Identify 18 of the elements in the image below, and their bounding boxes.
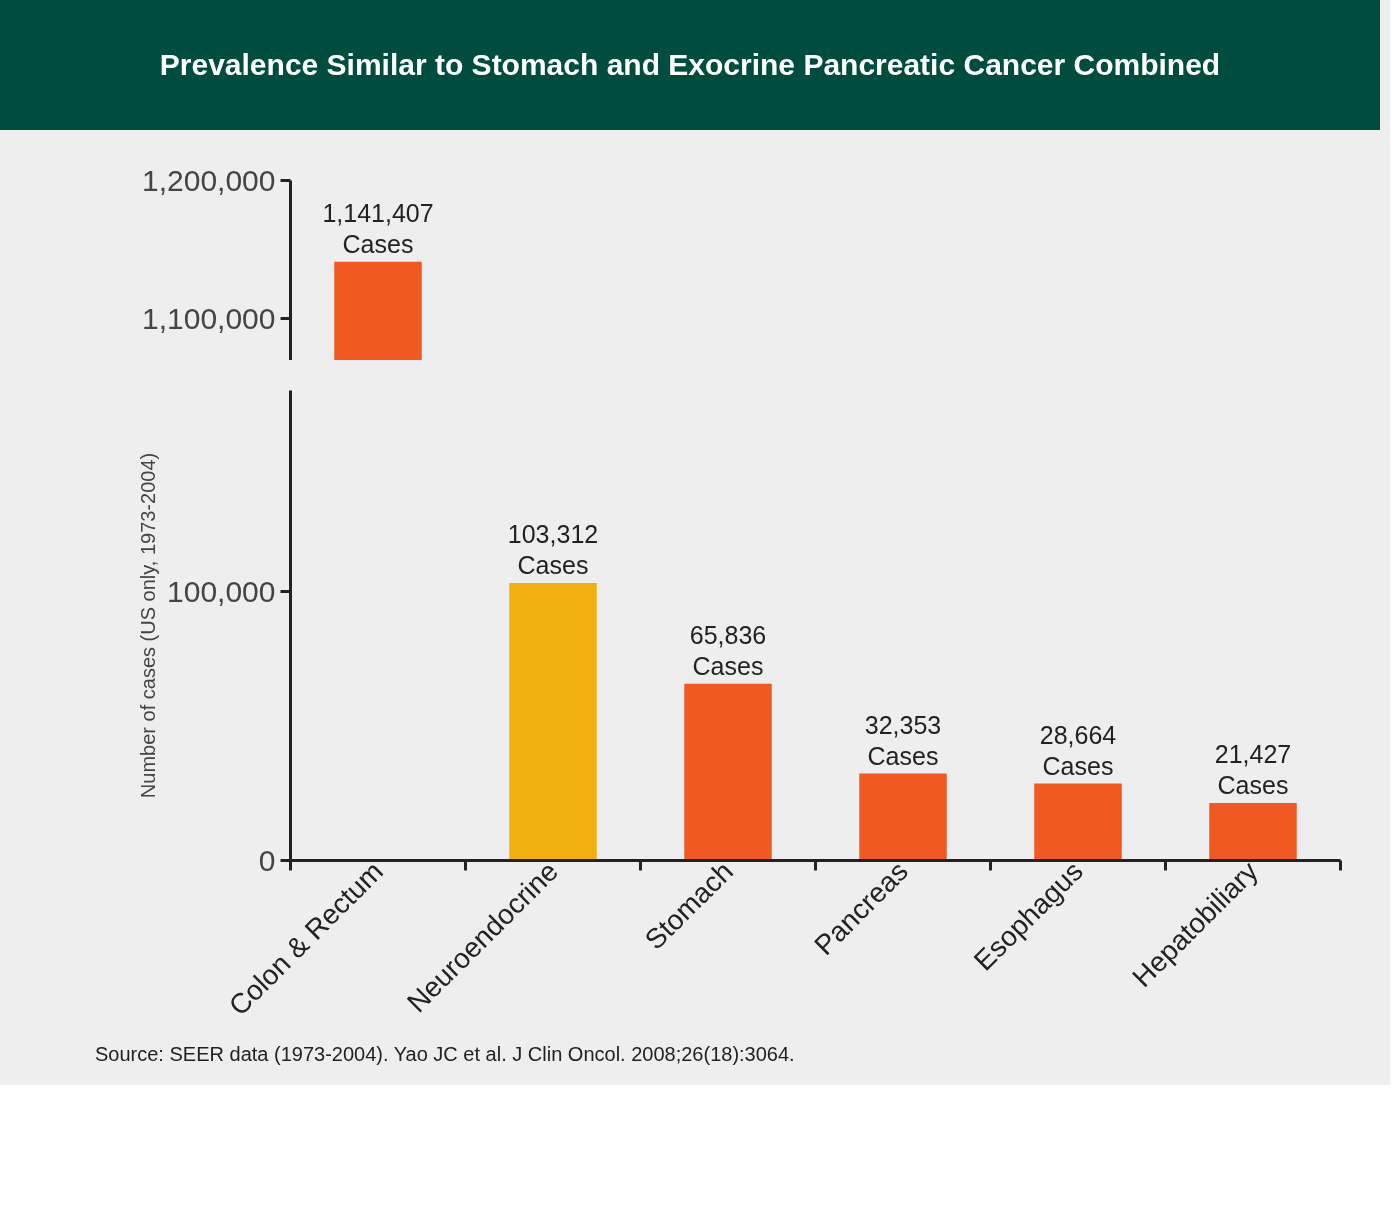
y-tick-label: 100,000 (167, 574, 276, 608)
data-label: 32,353 Cases (864, 710, 942, 770)
bar (684, 683, 772, 861)
data-label: 103,312 Cases (507, 520, 599, 580)
data-label: 28,664 Cases (1039, 720, 1117, 780)
source-note: Source: SEER data (1973-2004). Yao JC et al. J Clin Oncol. 2008;26(18):3064. (95, 1042, 795, 1067)
bar (1034, 783, 1122, 861)
y-tick-label: 0 (258, 843, 276, 877)
bar (509, 583, 597, 861)
y-tick-label: 1,200,000 (142, 163, 276, 197)
y-tick-label: 1,100,000 (142, 301, 276, 335)
data-label: 65,836 Cases (689, 620, 767, 680)
data-label: 1,141,407 Cases (322, 198, 434, 258)
y-axis-title: Number of cases (US only, 1973-2004) (137, 452, 160, 799)
text: Prevalence Similar to Stomach and Exocrine Pancreatic Cancer Combined (159, 47, 1221, 83)
bar (1209, 802, 1297, 861)
data-label: 21,427 Cases (1214, 740, 1292, 799)
bar (859, 773, 947, 861)
